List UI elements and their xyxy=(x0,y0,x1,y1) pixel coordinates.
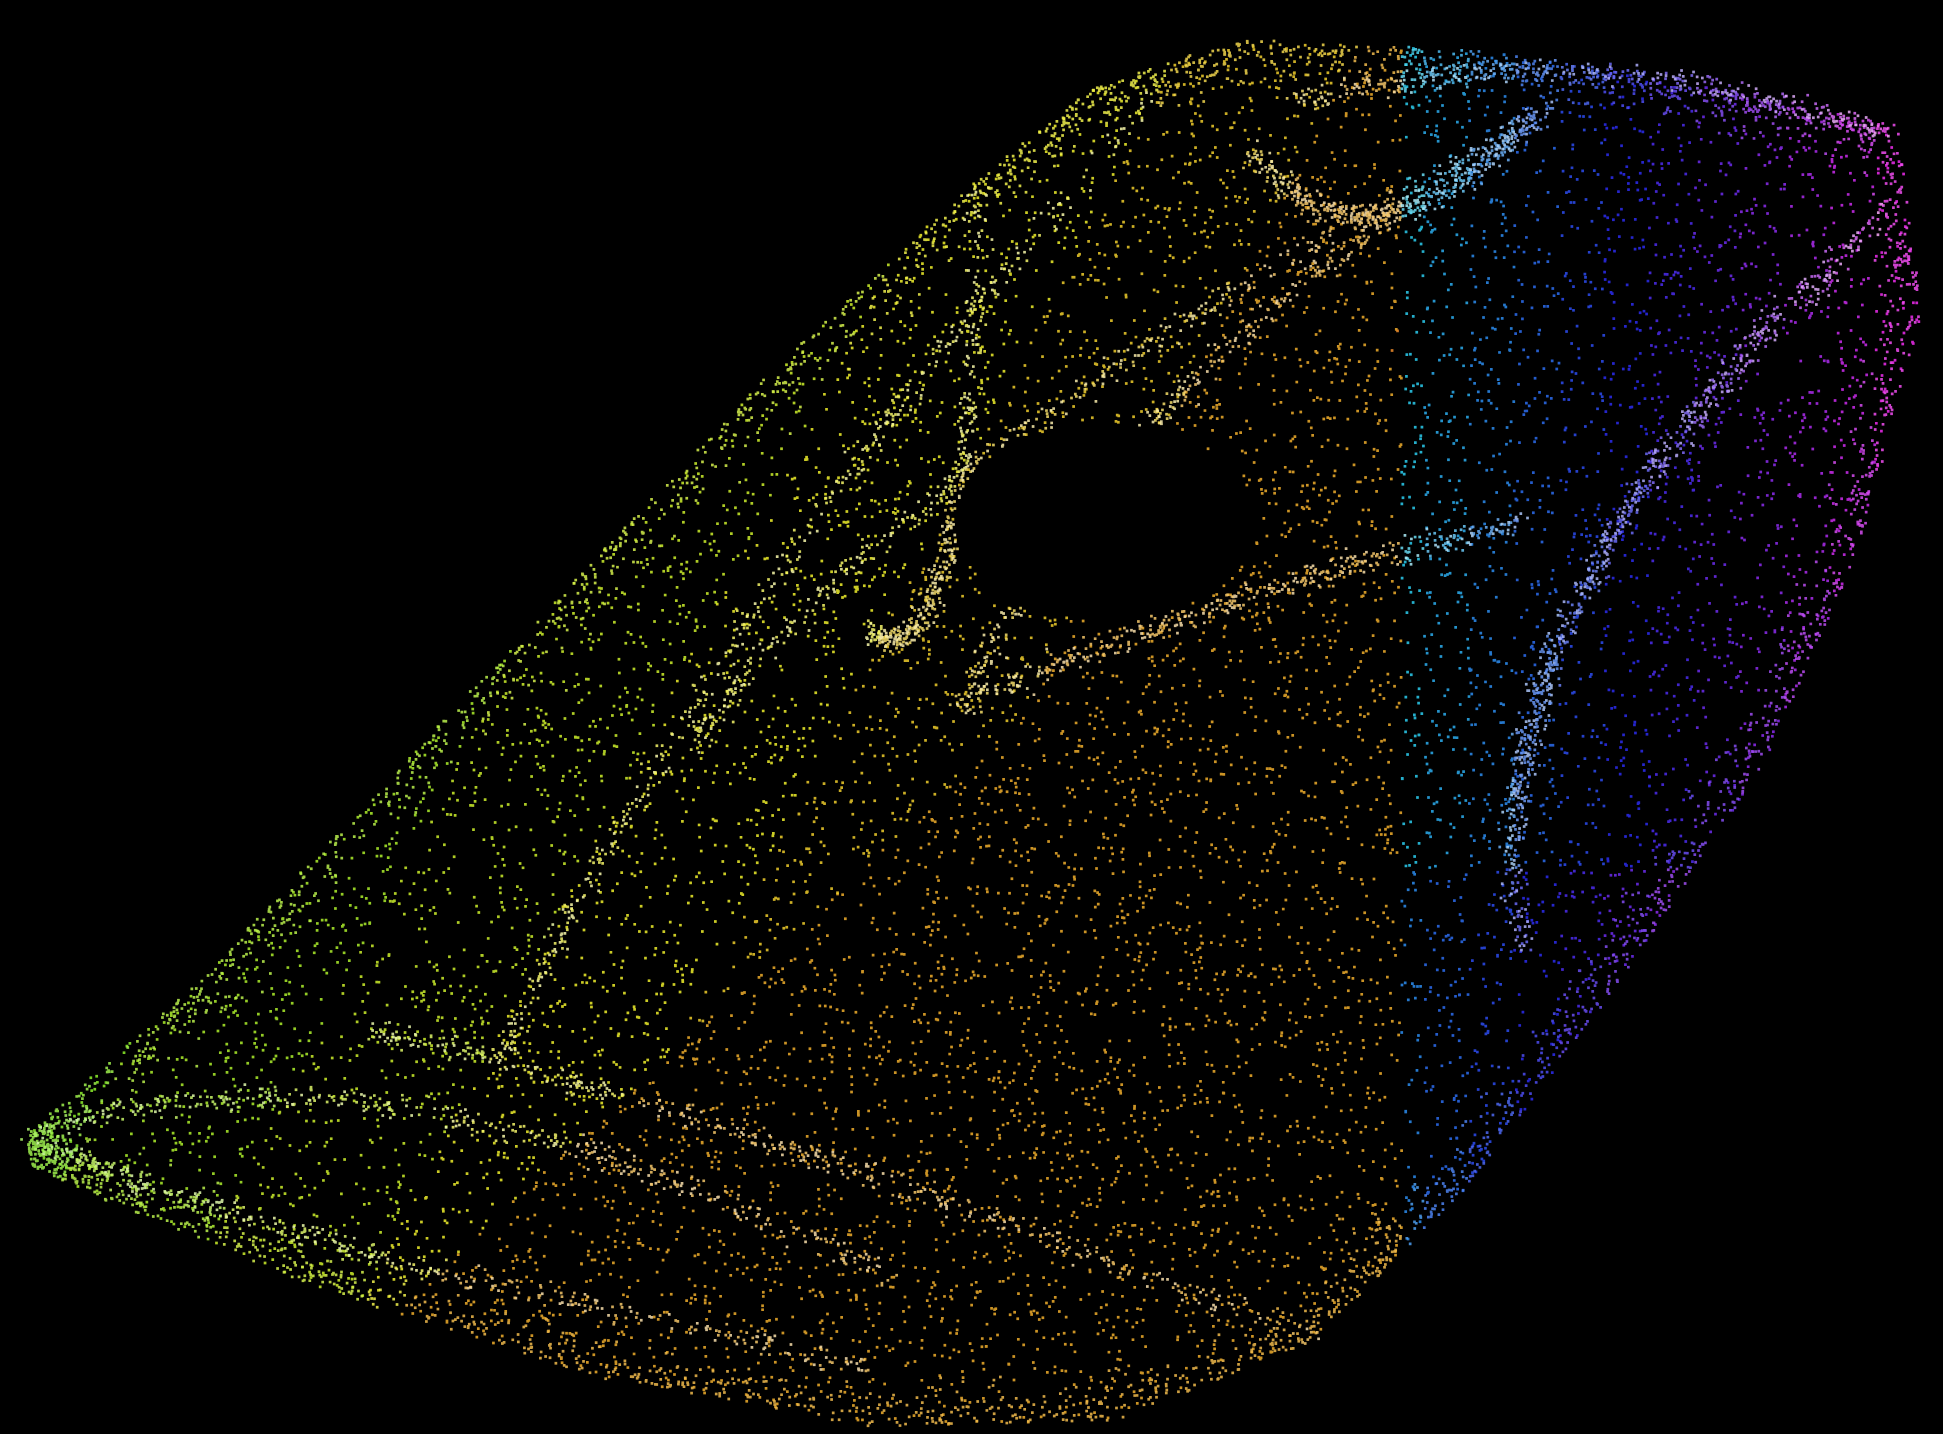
points xyxy=(1828,113,1877,593)
points xyxy=(1784,110,1830,709)
points xyxy=(1422,52,1471,869)
points xyxy=(1157,39,1358,107)
points xyxy=(224,927,551,1264)
points xyxy=(1390,329,1399,352)
points xyxy=(1828,118,1876,597)
points xyxy=(1423,48,1470,86)
points xyxy=(1603,86,1741,966)
points xyxy=(1828,110,1876,283)
points xyxy=(1873,122,1920,471)
points xyxy=(1513,59,1561,869)
points xyxy=(1874,133,1921,468)
points xyxy=(1468,66,1606,1175)
points xyxy=(400,49,1403,1426)
points xyxy=(20,1107,95,1164)
points xyxy=(1400,45,1424,75)
points xyxy=(1651,94,1786,933)
points xyxy=(76,1083,280,1218)
